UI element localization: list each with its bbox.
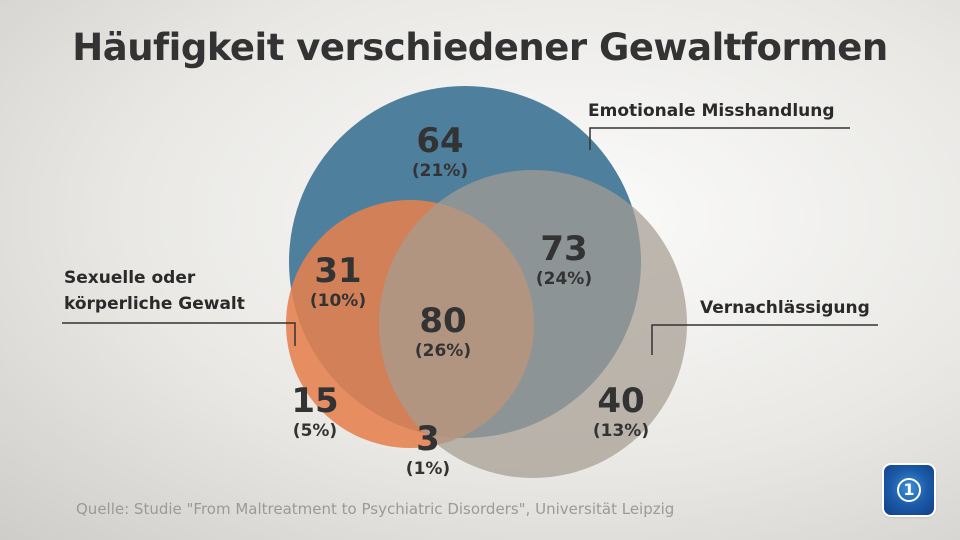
count-emotional-neglect: 73 [540,229,587,269]
pct-emotional-sexual: (10%) [310,291,366,311]
source-note: Quelle: Studie "From Maltreatment to Psy… [76,500,675,518]
leader-emotional [589,127,850,150]
count-neglect-only: 40 [597,381,644,421]
pct-all-three: (26%) [415,341,471,361]
pct-sexual-neglect: (1%) [406,459,450,479]
pct-emotional-neglect: (24%) [536,269,592,289]
logo-ring-icon [897,478,921,502]
leader-neglect [651,324,878,355]
count-sexual-neglect: 3 [416,419,440,459]
chart-title: Häufigkeit verschiedener Gewaltformen [72,26,888,69]
leader-sexual [62,322,296,346]
label-sexual-line2: körperliche Gewalt [64,294,245,314]
label-sexual-line1: Sexuelle oder [64,268,196,288]
count-all-three: 80 [419,301,466,341]
count-emotional-only: 64 [416,121,463,161]
count-sexual-only: 15 [291,381,338,421]
broadcaster-logo: 1 [884,465,934,515]
label-neglect: Vernachlässigung [700,298,870,318]
pct-sexual-only: (5%) [293,421,337,441]
label-emotional: Emotionale Misshandlung [588,101,835,121]
circle-neglect [379,170,687,478]
count-emotional-sexual: 31 [314,251,361,291]
pct-neglect-only: (13%) [593,421,649,441]
pct-emotional-only: (21%) [412,161,468,181]
logo-number: 1 [903,480,915,499]
